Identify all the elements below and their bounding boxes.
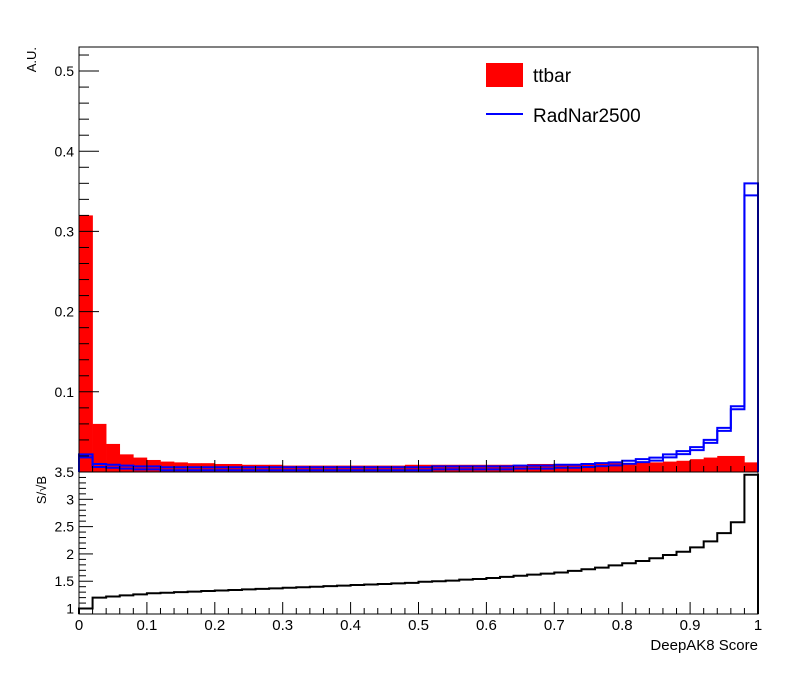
x-tick-label: 0.4 xyxy=(340,617,361,634)
ttbar-bar xyxy=(690,459,704,472)
ttbar-bar xyxy=(350,465,365,472)
ttbar-bar xyxy=(649,462,664,472)
x-tick-label: 1 xyxy=(754,617,762,634)
x-tick-label: 0.2 xyxy=(204,617,225,634)
legend: ttbar RadNar2500 xyxy=(486,63,641,127)
ttbar-bar xyxy=(635,462,650,472)
ttbar-bar xyxy=(703,457,718,472)
ttbar-bar xyxy=(717,455,732,472)
ttbar-bar xyxy=(255,464,270,472)
x-tick-label: 0.5 xyxy=(408,617,429,634)
x-tick-label: 0.3 xyxy=(272,617,293,634)
legend-ttbar-swatch xyxy=(486,63,523,87)
x-axis-label: DeepAK8 Score xyxy=(650,637,758,654)
ttbar-bar xyxy=(581,463,596,472)
ttbar-bar xyxy=(364,465,379,472)
signal-step-line xyxy=(78,182,759,472)
ratio-step-line xyxy=(78,473,759,614)
signal-step-line-inner xyxy=(78,194,759,472)
y-tick-label: 2.5 xyxy=(55,519,75,535)
legend-ttbar-label: ttbar xyxy=(533,66,572,87)
ttbar-bar xyxy=(337,465,351,472)
bottom-panel: 1 1.5 2 2.5 3 3.5 0 0.1 0.2 0.3 0.4 0.5 0.6 0.7 0.8 0.… xyxy=(34,464,762,654)
ratio-series xyxy=(78,473,759,614)
y-tick-label: 0.3 xyxy=(55,223,75,239)
x-tick-label: 0.6 xyxy=(476,617,497,634)
x-tick-label: 0 xyxy=(75,617,83,634)
y-tick-label: 0.1 xyxy=(55,384,75,400)
x-tick-label: 0.7 xyxy=(544,617,565,634)
ttbar-bar xyxy=(296,465,311,472)
ttbar-bar xyxy=(391,465,406,472)
ttbar-bar xyxy=(676,460,691,472)
top-y-axis-label: A.U. xyxy=(24,47,39,72)
top-x-axis-ticks xyxy=(78,460,759,472)
bottom-y-axis-label: S/√B xyxy=(34,476,49,504)
ttbar-bar xyxy=(309,465,324,472)
legend-signal-label: RadNar2500 xyxy=(533,106,641,127)
ttbar-bar xyxy=(404,464,419,472)
x-tick-label: 0.8 xyxy=(612,617,633,634)
ttbar-bar xyxy=(608,463,623,472)
ttbar-bar xyxy=(662,461,677,472)
ttbar-bar xyxy=(744,462,759,472)
ttbar-bar xyxy=(622,463,637,472)
bottom-x-axis: 0 0.1 0.2 0.3 0.4 0.5 0.6 0.7 0.8 0.9 1 xyxy=(75,602,762,634)
ttbar-series xyxy=(79,215,759,472)
bottom-y-axis: 1 1.5 2 2.5 3 3.5 xyxy=(55,464,93,617)
ttbar-bar xyxy=(92,423,107,472)
y-tick-label: 0.5 xyxy=(55,63,75,79)
y-tick-label: 0.4 xyxy=(55,143,75,159)
ttbar-bar xyxy=(323,465,338,472)
ttbar-bar xyxy=(282,465,297,472)
top-plot-frame xyxy=(78,46,759,473)
ttbar-bar xyxy=(418,464,433,472)
y-tick-label: 3 xyxy=(66,491,74,507)
y-tick-label: 1 xyxy=(66,601,74,617)
ttbar-bar xyxy=(241,464,256,472)
ttbar-bar xyxy=(377,465,392,472)
x-tick-label: 0.9 xyxy=(680,617,701,634)
y-tick-label: 3.5 xyxy=(55,464,75,480)
ttbar-bar xyxy=(269,464,283,472)
top-panel: 0.1 0.2 0.3 0.4 0.5 A.U. ttbar RadNar2500 xyxy=(24,46,759,473)
top-y-axis: 0.1 0.2 0.3 0.4 0.5 xyxy=(55,54,99,473)
y-tick-label: 1.5 xyxy=(55,573,75,589)
ttbar-bar xyxy=(595,463,609,472)
ttbar-bar xyxy=(730,455,745,472)
y-tick-label: 2 xyxy=(66,546,74,562)
x-tick-label: 0.1 xyxy=(136,617,157,634)
signal-series xyxy=(78,182,759,472)
y-tick-label: 0.2 xyxy=(55,304,75,320)
